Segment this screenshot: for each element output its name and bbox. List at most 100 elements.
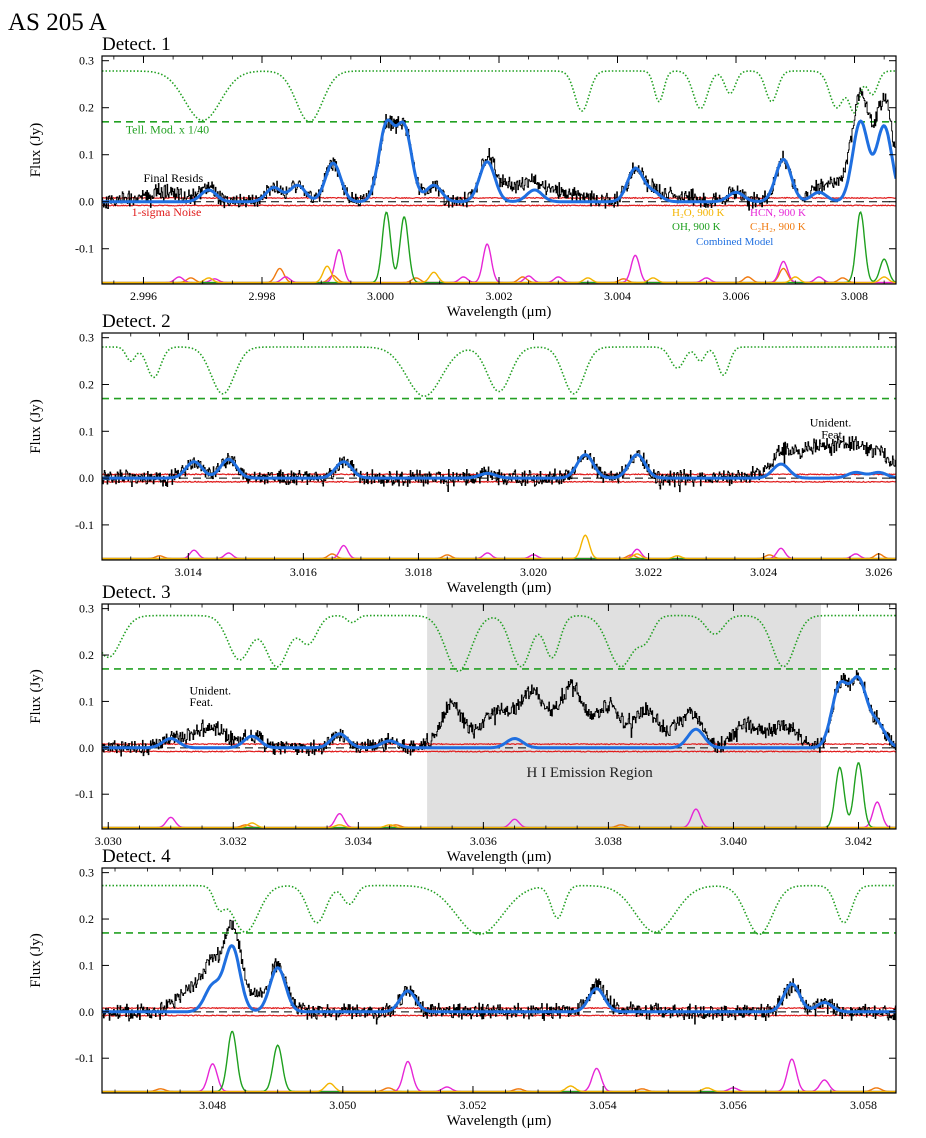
data-residual-line [102, 919, 896, 1025]
combined-model-line [102, 944, 896, 1014]
x-tick-label: 3.014 [175, 565, 202, 579]
noise-lower-line [102, 1014, 896, 1017]
data-residual-line [102, 670, 896, 757]
x-tick-label: 3.036 [470, 834, 497, 848]
x-tick-label: 2.996 [130, 289, 157, 303]
telluric-model-line [102, 70, 896, 123]
y-tick-label: 0.2 [79, 648, 94, 662]
x-tick-label: 3.000 [367, 289, 394, 303]
panel-2: 3.014 3.016 3.018 3.020 3.022 3.024 3.026 -0.1 0… [28, 311, 897, 596]
plot-frame [101, 332, 897, 561]
panel-1: 2.996 2.998 3.000 3.002 3.004 3.006 3.008 -0.1 0… [28, 34, 897, 320]
y-tick-label: 0.3 [79, 331, 94, 345]
telluric-model-line [102, 346, 896, 398]
y-axis-label: Flux (Jy) [28, 669, 44, 724]
panel-title: Detect. 2 [102, 311, 171, 332]
x-tick-label: 3.042 [845, 834, 872, 848]
y-axis-label: Flux (Jy) [28, 399, 44, 454]
shaded-region [427, 604, 821, 829]
x-tick-label: 3.018 [405, 565, 432, 579]
x-tick-label: 3.034 [345, 834, 372, 848]
x-tick-label: 3.056 [720, 1098, 747, 1112]
y-tick-label: 0.0 [79, 1005, 94, 1019]
noise-lower-line [102, 750, 896, 753]
model-hcn-line [102, 243, 896, 284]
annotation-label: Unident. [810, 416, 852, 430]
y-tick-label: 0.2 [79, 377, 94, 391]
y-tick-label: -0.1 [75, 518, 94, 532]
panel-3: 3.030 3.032 3.034 3.036 3.038 3.040 3.042 -0.1 0… [28, 582, 897, 865]
x-tick-label: 3.052 [459, 1098, 486, 1112]
panel-title: Detect. 3 [102, 582, 171, 603]
y-tick-label: 0.1 [79, 148, 94, 162]
annotation-label: Feat. [190, 695, 214, 709]
x-axis-label: Wavelength (μm) [447, 580, 552, 596]
x-tick-label: 3.002 [486, 289, 513, 303]
x-tick-label: 3.038 [595, 834, 622, 848]
noise-lower-line [102, 204, 896, 207]
panel-title: Detect. 1 [102, 34, 171, 55]
panels: 2.996 2.998 3.000 3.002 3.004 3.006 3.008 -0.1 0… [28, 34, 897, 1129]
y-tick-label: 0.2 [79, 101, 94, 115]
model-hcn-line [102, 1058, 896, 1093]
x-tick-label: 3.040 [720, 834, 747, 848]
y-tick-label: 0.3 [79, 54, 94, 68]
x-axis-label: Wavelength (μm) [447, 849, 552, 865]
annotation-label: Tell. Mod. x 1/40 [126, 123, 210, 137]
y-tick-label: 0.0 [79, 195, 94, 209]
y-tick-label: 0.3 [79, 602, 94, 616]
x-axis-label: Wavelength (μm) [447, 1113, 552, 1129]
y-tick-label: 0.1 [79, 694, 94, 708]
plot-area [102, 614, 896, 829]
x-tick-label: 3.054 [590, 1098, 617, 1112]
combined-model-line [102, 453, 896, 480]
legend-entry-combined: Combined Model [696, 236, 773, 248]
data-residual-line [102, 87, 896, 211]
x-tick-label: 3.006 [723, 289, 750, 303]
x-tick-label: 3.058 [850, 1098, 877, 1112]
y-tick-label: -0.1 [75, 1051, 94, 1065]
combined-model-line [102, 118, 896, 204]
y-tick-label: 0.1 [79, 958, 94, 972]
y-tick-label: 0.1 [79, 424, 94, 438]
y-tick-label: -0.1 [75, 242, 94, 256]
x-tick-label: 3.022 [635, 565, 662, 579]
noise-upper-line [102, 742, 896, 746]
x-tick-label: 3.050 [329, 1098, 356, 1112]
annotation-label: Unident. [190, 683, 232, 697]
data-residual-line [102, 435, 896, 493]
plot-frame [101, 867, 897, 1094]
plot-frame [101, 603, 897, 830]
panel-title: Detect. 4 [102, 846, 171, 867]
y-axis-label: Flux (Jy) [28, 123, 44, 178]
x-tick-label: 3.032 [220, 834, 247, 848]
shaded-region-label: H I Emission Region [527, 765, 654, 781]
legend-entry-oh: OH, 900 K [672, 221, 721, 233]
panel-4: 3.048 3.050 3.052 3.054 3.056 3.058 -0.1 0.0 0.1… [28, 846, 897, 1129]
annotation-label: 1-sigma Noise [132, 205, 202, 219]
telluric-model-line [102, 884, 896, 936]
legend-entry-h2o: H₂O, 900 K [672, 207, 724, 219]
model-hcn-line [102, 544, 896, 560]
x-tick-label: 3.024 [750, 565, 777, 579]
x-tick-label: 3.020 [520, 565, 547, 579]
model-h2o-line [102, 822, 896, 829]
model-h2o-line [102, 534, 896, 560]
y-tick-label: 0.0 [79, 741, 94, 755]
model-h2o-line [102, 1082, 896, 1093]
plot-area [102, 346, 896, 560]
plot-area [102, 884, 896, 1093]
plot-area [102, 70, 896, 284]
x-tick-label: 3.008 [841, 289, 868, 303]
x-tick-label: 3.004 [604, 289, 631, 303]
y-tick-label: 0.0 [79, 471, 94, 485]
y-tick-label: 0.2 [79, 912, 94, 926]
figure-title: AS 205 A [8, 9, 107, 36]
annotation-label: Feat. [821, 427, 845, 441]
y-axis-label: Flux (Jy) [28, 933, 44, 988]
model-oh-line [102, 1030, 896, 1093]
legend-entry-c2h2: C₂H₂, 900 K [750, 221, 806, 233]
x-tick-label: 3.016 [290, 565, 317, 579]
annotation-label: Final Resids [143, 171, 203, 185]
